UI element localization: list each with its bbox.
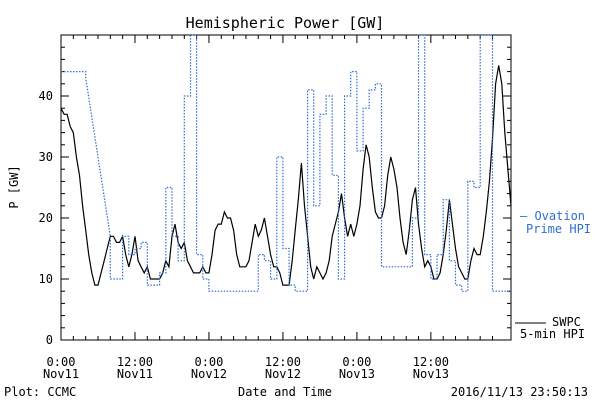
- legend-ovation-line1: — Ovation: [520, 209, 585, 223]
- x-tick-time-label: 0:00: [342, 355, 371, 369]
- legend-ovation-line2: Prime HPI: [526, 222, 591, 236]
- x-tick-date-label: Nov12: [191, 367, 227, 381]
- y-axis-label: P [GW]: [7, 165, 21, 208]
- x-tick-time-label: 12:00: [117, 355, 153, 369]
- x-tick-date-label: Nov13: [339, 367, 375, 381]
- ovation-prime-hpi-series-line: [61, 34, 511, 292]
- x-tick-time-label: 12:00: [413, 355, 449, 369]
- footer-left: Plot: CCMC: [4, 385, 76, 399]
- y-tick-label: 10: [39, 272, 53, 286]
- x-tick-date-label: Nov11: [43, 367, 79, 381]
- x-tick-date-label: Nov13: [413, 367, 449, 381]
- x-tick-date-label: Nov11: [117, 367, 153, 381]
- plot-frame: [60, 34, 512, 341]
- x-tick-date-label: Nov12: [265, 367, 301, 381]
- legend-swpc-line1: SWPC: [552, 315, 581, 329]
- swpc-hpi-series-line: [60, 65, 512, 286]
- y-tick-label: 30: [39, 150, 53, 164]
- y-tick-label: 20: [39, 211, 53, 225]
- x-tick-time-label: 12:00: [265, 355, 301, 369]
- y-tick-label: 40: [39, 89, 53, 103]
- legend-swpc-line2: 5-min HPI: [520, 327, 585, 341]
- x-axis-label: Date and Time: [238, 385, 332, 399]
- chart-title: Hemispheric Power [GW]: [186, 14, 385, 32]
- plot-area: 0102030400:00Nov1112:00Nov110:00Nov1212:…: [39, 34, 512, 381]
- x-tick-time-label: 0:00: [47, 355, 76, 369]
- footer-right: 2016/11/13 23:50:13: [451, 385, 588, 399]
- x-tick-time-label: 0:00: [194, 355, 223, 369]
- y-tick-label: 0: [46, 333, 53, 347]
